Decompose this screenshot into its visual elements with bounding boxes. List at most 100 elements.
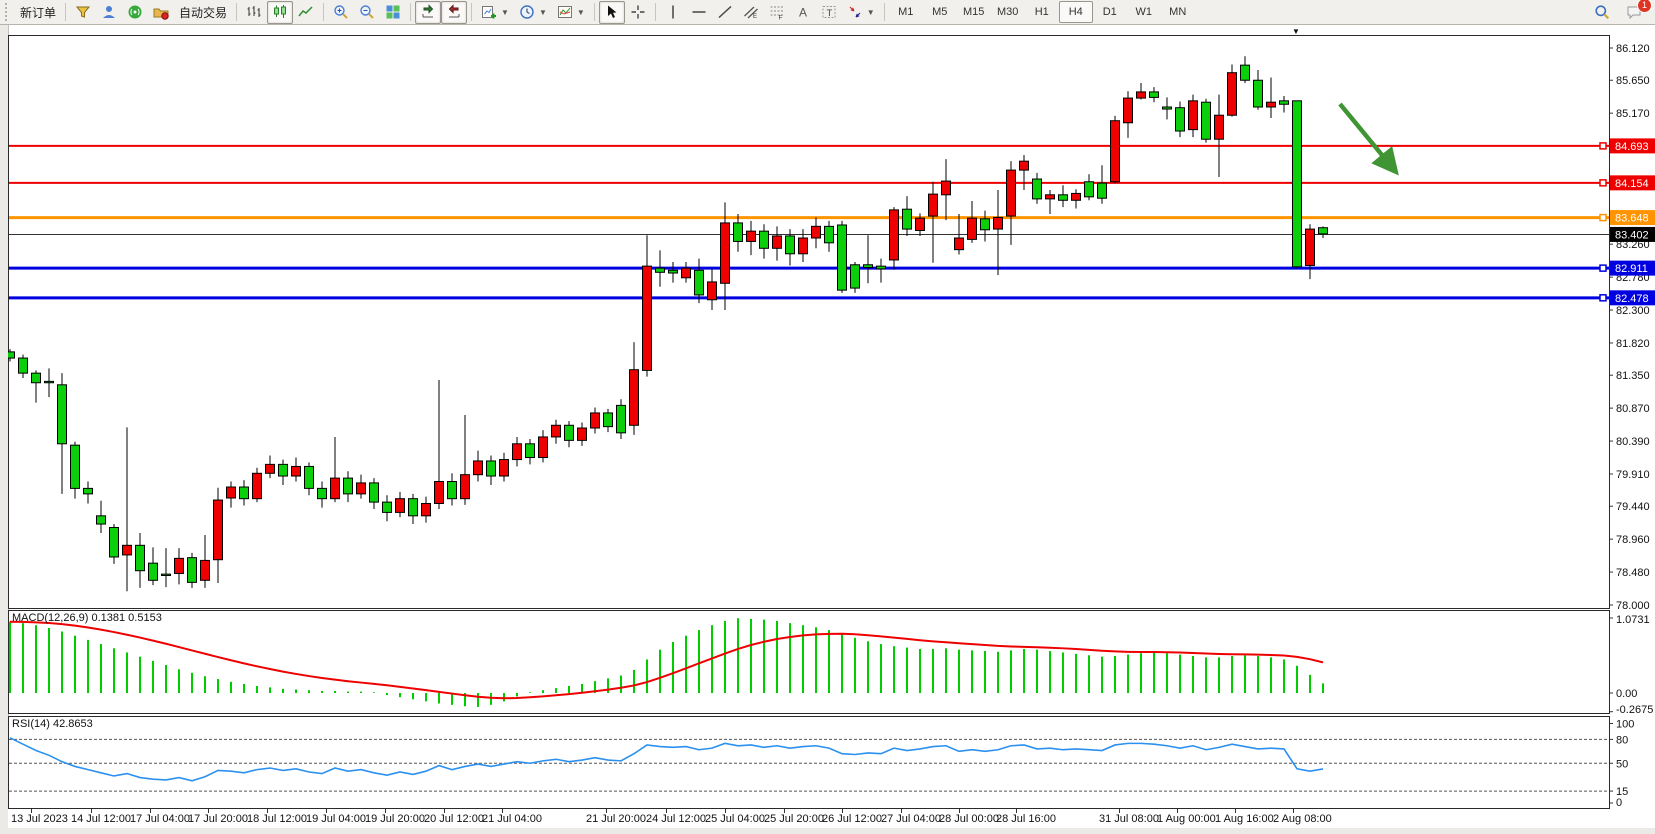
time-axis-tick (1235, 809, 1236, 813)
time-axis-label: 13 Jul 2023 (11, 813, 68, 825)
time-axis-tick (1119, 809, 1120, 813)
toolbar-separator (323, 3, 325, 21)
toolbar-separator (471, 3, 473, 21)
timeframe-button-d1[interactable]: D1 (1102, 6, 1117, 18)
svg-text:100: 100 (1616, 719, 1634, 731)
rsi-pane[interactable]: 100 80 50 150 (8, 716, 1655, 809)
svg-text:82.911: 82.911 (1615, 263, 1648, 275)
templates-icon[interactable]: ▼ (552, 1, 590, 24)
svg-text:78.480: 78.480 (1616, 567, 1650, 579)
timeframe-button-w1[interactable]: W1 (1135, 6, 1152, 18)
annotation-arrow (1338, 102, 1399, 176)
toolbar-separator (654, 3, 656, 21)
svg-text:78.000: 78.000 (1616, 600, 1650, 611)
history-center-icon[interactable] (70, 1, 96, 24)
toolbar-separator (410, 3, 412, 21)
vertical-line-icon[interactable] (660, 1, 686, 24)
crosshair-icon[interactable] (625, 1, 651, 24)
candlestick-series (8, 56, 1328, 592)
main-chart-pane[interactable]: 86.12085.65085.17083.26082.78082.30081.8… (8, 35, 1655, 611)
svg-text:E: E (753, 14, 757, 20)
auto-trading-button[interactable]: 自动交易 (179, 5, 228, 20)
cursor-icon[interactable] (598, 0, 625, 24)
time-axis-tick (606, 809, 607, 813)
fibonacci-icon[interactable]: F (764, 1, 790, 24)
time-axis-tick (385, 809, 386, 813)
time-axis-label: 31 Jul 08:00 (1099, 813, 1159, 825)
zoom-out-icon[interactable] (354, 1, 380, 24)
trendline-icon[interactable] (712, 1, 738, 24)
zoom-in-icon[interactable] (328, 1, 354, 24)
market-icon[interactable] (148, 1, 174, 24)
svg-text:83.402: 83.402 (1615, 229, 1649, 241)
new-chart-icon[interactable]: ▼ (476, 1, 514, 24)
accounts-icon[interactable] (96, 1, 122, 24)
svg-text:84.693: 84.693 (1615, 141, 1649, 153)
dropdown-caret-icon[interactable]: ▼ (501, 7, 509, 17)
timeframe-button-m1[interactable]: M1 (898, 6, 914, 18)
timeframe-button-m5[interactable]: M5 (932, 6, 948, 18)
timeframe-button-h1[interactable]: H1 (1034, 6, 1049, 18)
svg-text:0.00: 0.00 (1616, 688, 1637, 700)
time-axis-tick (91, 809, 92, 813)
line-chart-mode-icon[interactable] (293, 1, 319, 24)
timeframe-button-m30[interactable]: M30 (997, 6, 1019, 18)
text-label-icon[interactable]: T (816, 1, 842, 24)
time-axis-tick (208, 809, 209, 813)
toolbar-grip (5, 3, 12, 21)
time-axis-label: 24 Jul 12:00 (646, 813, 706, 825)
svg-text:82.300: 82.300 (1616, 305, 1650, 317)
candle-chart-mode-icon[interactable] (267, 0, 294, 24)
svg-text:1.0731: 1.0731 (1616, 614, 1650, 626)
svg-text:80: 80 (1616, 734, 1628, 746)
arrows-tool-icon[interactable]: ▼ (842, 1, 880, 24)
time-axis-tick (842, 809, 843, 813)
time-axis-tick (784, 809, 785, 813)
chart-shift-icon[interactable] (415, 0, 442, 24)
new-order-button[interactable]: 新订单 (20, 5, 57, 20)
time-axis-label: 28 Jul 16:00 (996, 813, 1056, 825)
time-axis-label: 21 Jul 04:00 (482, 813, 542, 825)
timeframe-button-h4[interactable]: H4 (1058, 1, 1093, 23)
time-axis-tick (502, 809, 503, 813)
timeframe-button-mn[interactable]: MN (1169, 6, 1187, 18)
svg-text:79.910: 79.910 (1616, 469, 1650, 481)
dropdown-caret-icon[interactable]: ▼ (538, 7, 547, 17)
svg-text:86.120: 86.120 (1616, 43, 1650, 55)
time-axis-label: 28 Jul 00:00 (939, 813, 999, 825)
svg-text:85.170: 85.170 (1616, 108, 1650, 120)
signals-icon[interactable] (122, 1, 148, 24)
time-axis-tick (267, 809, 268, 813)
horizontal-line-icon[interactable] (686, 1, 712, 24)
tile-windows-icon[interactable] (380, 1, 406, 24)
svg-text:T: T (826, 8, 832, 19)
time-axis-tick (1293, 809, 1294, 813)
time-axis-label: 25 Jul 04:00 (705, 813, 765, 825)
svg-text:85.650: 85.650 (1616, 75, 1650, 87)
chat-icon[interactable]: 1 (1621, 0, 1652, 24)
macd-pane[interactable]: 1.0731 0.00 -0.2675 (8, 610, 1655, 714)
auto-scroll-icon[interactable] (441, 0, 468, 24)
time-axis-tick (666, 809, 667, 813)
periods-icon[interactable]: ▼ (514, 1, 552, 24)
svg-text:81.820: 81.820 (1616, 338, 1650, 350)
search-icon[interactable] (1589, 1, 1615, 24)
dropdown-caret-icon[interactable]: ▼ (866, 7, 875, 17)
bar-chart-mode-icon[interactable] (241, 1, 267, 24)
time-axis-label: 2 Aug 08:00 (1273, 813, 1332, 825)
equidistant-channel-icon[interactable]: E (738, 1, 764, 24)
time-axis-label: 27 Jul 04:00 (881, 813, 941, 825)
svg-text:82.478: 82.478 (1615, 293, 1649, 305)
time-axis-tick (1177, 809, 1178, 813)
toolbar: 新订单 自动交易 ▼ ▼ ▼ E F A T ▼ M1 M5 M15 M30 H1 H4 D1 W1 MN 1 (0, 0, 1655, 25)
dropdown-caret-icon[interactable]: ▼ (576, 7, 585, 17)
text-tool-icon[interactable]: A (790, 1, 816, 24)
svg-text:15: 15 (1616, 786, 1628, 798)
time-axis[interactable]: 13 Jul 2023 14 Jul 12:00 17 Jul 04:00 17… (8, 809, 1609, 828)
window-bottom-edge (8, 828, 1655, 834)
time-axis-tick (725, 809, 726, 813)
chart-shift-marker-icon[interactable]: ▼ (1292, 27, 1300, 36)
timeframe-button-m15[interactable]: M15 (963, 6, 985, 18)
toolbar-separator (236, 3, 238, 21)
svg-text:79.440: 79.440 (1616, 501, 1650, 513)
